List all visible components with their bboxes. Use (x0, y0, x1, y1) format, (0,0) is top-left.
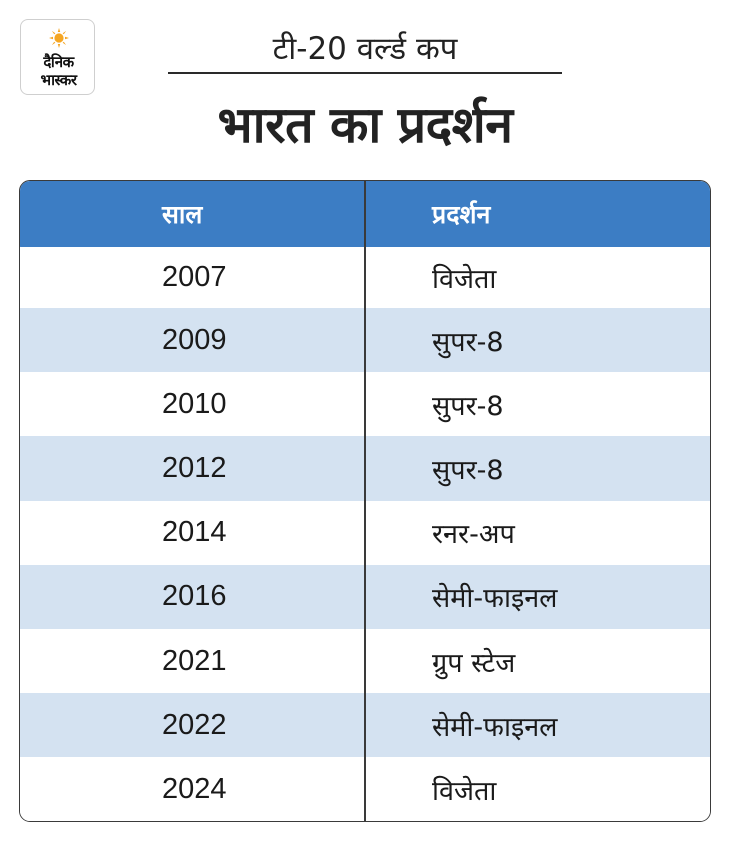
year-cell: 2022 (162, 708, 227, 741)
result-cell: सुपर-8 (432, 390, 504, 422)
column-divider (364, 181, 366, 821)
performance-table: साल प्रदर्शन 2007 विजेता 2009 सुपर-8 201… (19, 180, 711, 822)
year-cell: 2021 (162, 644, 227, 677)
year-cell: 2007 (162, 261, 227, 293)
year-cell: 2012 (162, 451, 227, 484)
year-cell: 2024 (162, 772, 227, 805)
result-cell: सुपर-8 (432, 326, 504, 358)
result-cell: ग्रुप स्टेज (432, 647, 516, 679)
subtitle: टी-20 वर्ल्ड कप (272, 31, 458, 67)
logo-text-line-1: दैनिक (43, 53, 74, 71)
brand-logo: दैनिक भास्कर (20, 19, 95, 95)
result-cell: सेमी-फाइनल (432, 711, 558, 743)
column-header-performance: प्रदर्शन (432, 200, 491, 229)
sun-icon (49, 28, 69, 48)
year-cell: 2016 (162, 580, 227, 613)
result-cell: विजेता (432, 775, 497, 807)
page-title: भारत का प्रदर्शन (217, 96, 513, 154)
year-cell: 2009 (162, 323, 227, 356)
year-cell: 2010 (162, 387, 227, 420)
result-cell: सुपर-8 (432, 454, 504, 486)
logo-text-line-2: भास्कर (40, 71, 77, 89)
result-cell: विजेता (432, 264, 497, 295)
result-cell: सेमी-फाइनल (432, 583, 558, 615)
column-header-year: साल (162, 200, 203, 229)
header-divider (168, 72, 562, 74)
result-cell: रनर-अप (432, 519, 515, 551)
year-cell: 2014 (162, 516, 227, 549)
